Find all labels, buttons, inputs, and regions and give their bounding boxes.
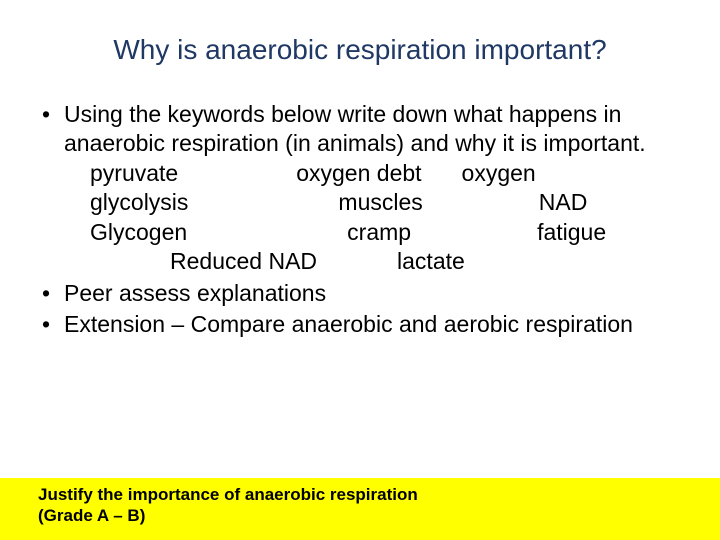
keyword-row: Glycogen cramp fatigue — [64, 218, 682, 247]
footer-line: Justify the importance of anaerobic resp… — [38, 484, 682, 505]
list-item: Extension – Compare anaerobic and aerobi… — [38, 310, 682, 339]
keyword: Reduced NAD — [170, 247, 317, 276]
footer-line: (Grade A – B) — [38, 505, 682, 526]
bullet-text: Extension – Compare anaerobic and aerobi… — [64, 311, 633, 337]
bullet-list: Using the keywords below write down what… — [38, 100, 682, 340]
slide-body: Using the keywords below write down what… — [0, 76, 720, 340]
keyword: Glycogen — [90, 218, 187, 247]
keyword-row: Reduced NAD lactate — [64, 247, 682, 276]
bullet-text: Using the keywords below write down what… — [64, 101, 646, 156]
slide-title: Why is anaerobic respiration important? — [0, 0, 720, 76]
keyword: lactate — [397, 247, 465, 276]
list-item: Using the keywords below write down what… — [38, 100, 682, 277]
keyword: oxygen debt — [296, 159, 421, 188]
keyword: NAD — [539, 188, 588, 217]
list-item: Peer assess explanations — [38, 279, 682, 308]
keyword: muscles — [338, 188, 422, 217]
keyword: fatigue — [537, 218, 606, 247]
slide: Why is anaerobic respiration important? … — [0, 0, 720, 540]
keyword: cramp — [347, 218, 411, 247]
keyword: pyruvate — [90, 159, 178, 188]
footer-banner: Justify the importance of anaerobic resp… — [0, 478, 720, 540]
keyword-row: glycolysis muscles NAD — [64, 188, 682, 217]
keyword: oxygen — [462, 159, 536, 188]
keyword-row: pyruvate oxygen debt oxygen — [64, 159, 682, 188]
keyword: glycolysis — [90, 188, 188, 217]
bullet-text: Peer assess explanations — [64, 280, 326, 306]
